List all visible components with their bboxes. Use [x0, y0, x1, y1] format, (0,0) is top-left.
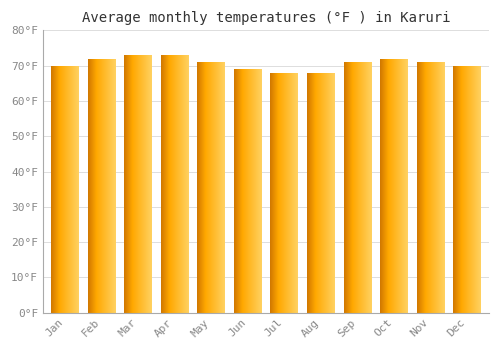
- Title: Average monthly temperatures (°F ) in Karuri: Average monthly temperatures (°F ) in Ka…: [82, 11, 450, 25]
